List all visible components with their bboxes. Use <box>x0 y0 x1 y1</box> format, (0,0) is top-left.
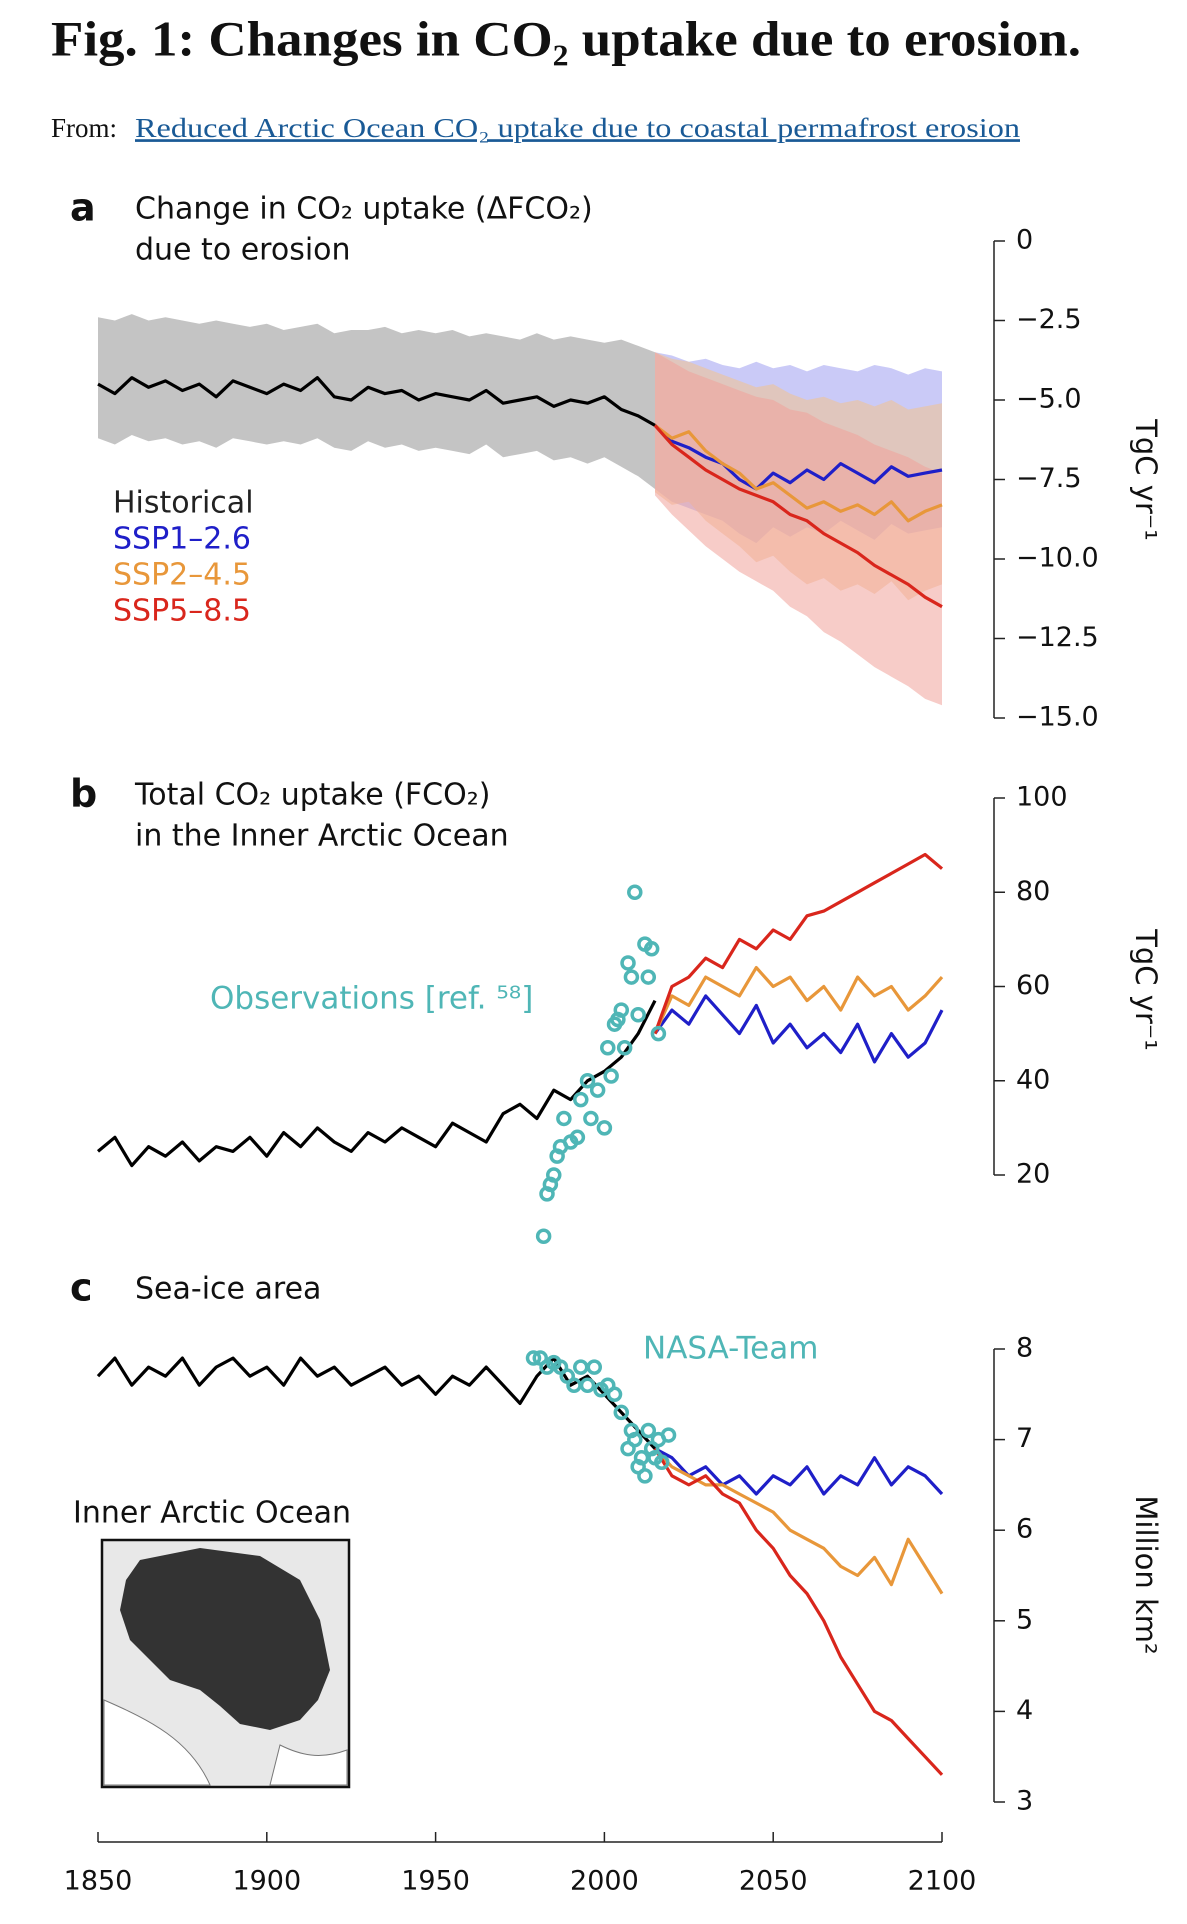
y-tick-label: 0 <box>1016 225 1033 256</box>
series-line <box>654 424 943 523</box>
y-tick-label: −12.5 <box>1016 622 1099 653</box>
y-tick-label: 40 <box>1016 1064 1050 1095</box>
y-axis-label: TgC yr⁻¹ <box>1129 418 1163 541</box>
series-line <box>653 1447 944 1776</box>
observation-point <box>579 1377 596 1393</box>
y-tick-label: 3 <box>1016 1786 1033 1817</box>
x-tick-label: 1950 <box>401 1866 470 1897</box>
series-line <box>653 424 943 491</box>
observation-point <box>650 1025 667 1042</box>
observation-point <box>623 969 640 985</box>
x-tick-label: 2000 <box>570 1866 639 1897</box>
y-tick-label: 20 <box>1016 1159 1050 1190</box>
uncertainty-band <box>98 314 655 489</box>
y-tick-label: 6 <box>1016 1514 1033 1545</box>
observation-point <box>525 1350 542 1366</box>
x-tick-label: 1900 <box>232 1866 301 1897</box>
observation-point <box>546 1167 562 1183</box>
observation-point <box>583 1110 599 1127</box>
series-line <box>653 994 944 1064</box>
series-line <box>97 376 656 427</box>
observation-point <box>640 1422 657 1439</box>
legend-entry: Historical <box>113 486 254 521</box>
y-tick-label: 60 <box>1016 970 1050 1001</box>
observation-point <box>556 1110 572 1127</box>
observation-point <box>640 969 657 985</box>
series-line <box>653 424 943 609</box>
observation-point <box>613 1002 630 1018</box>
observation-point <box>654 1454 670 1470</box>
legend-entry: SSP1–2.6 <box>113 522 251 557</box>
panel-letter: a <box>70 186 96 230</box>
observation-point <box>660 1427 677 1443</box>
observation-point <box>579 1073 596 1089</box>
observation-point <box>573 1091 589 1108</box>
series-line <box>654 1447 944 1496</box>
series-line <box>653 966 944 1035</box>
x-tick-label: 2050 <box>739 1866 808 1897</box>
y-tick-label: 100 <box>1016 782 1068 813</box>
y-tick-label: −5.0 <box>1016 384 1082 415</box>
observation-point <box>603 1068 619 1084</box>
panel-letter: b <box>70 772 97 816</box>
observation-point <box>627 884 643 900</box>
observation-point <box>569 1129 586 1146</box>
y-tick-label: 4 <box>1016 1695 1033 1726</box>
panel-letter: c <box>70 1266 93 1310</box>
observation-point <box>606 1386 623 1403</box>
figure-title: Fig. 1: Changes in CO₂ uptake due to ero… <box>51 10 1081 66</box>
uncertainty-band <box>655 352 942 706</box>
y-tick-label: −10.0 <box>1016 543 1099 574</box>
observation-point <box>535 1228 552 1245</box>
observation-point <box>573 1359 589 1375</box>
series-line <box>96 999 657 1168</box>
observations-label: NASA-Team <box>643 1331 818 1367</box>
y-axis-label: Million km² <box>1129 1495 1163 1654</box>
y-tick-label: −7.5 <box>1016 463 1082 494</box>
panel-title: Change in CO₂ uptake (ΔFCO₂) <box>135 192 593 227</box>
y-tick-label: 80 <box>1016 876 1050 907</box>
observation-point <box>616 1040 633 1056</box>
observation-point <box>589 1082 606 1098</box>
observation-point <box>600 1040 616 1056</box>
observation-point <box>630 1007 646 1023</box>
inset-label: Inner Arctic Ocean <box>73 1496 351 1531</box>
observation-point <box>586 1359 603 1375</box>
from-label: From: <box>51 113 117 143</box>
y-axis-label: TgC yr⁻¹ <box>1129 928 1163 1051</box>
observation-point <box>620 955 636 971</box>
panel-title: in the Inner Arctic Ocean <box>135 819 509 854</box>
legend-entry: SSP5–8.5 <box>113 594 251 629</box>
y-tick-label: −2.5 <box>1016 304 1082 335</box>
panel-title: Total CO₂ uptake (FCO₂) <box>134 778 490 813</box>
y-tick-label: 7 <box>1016 1423 1033 1454</box>
legend-entry: SSP2–4.5 <box>113 558 251 593</box>
panel-title: due to erosion <box>135 233 351 268</box>
observation-point <box>613 1404 630 1421</box>
series-line <box>653 852 944 1035</box>
y-tick-label: −15.0 <box>1016 702 1099 733</box>
observation-point <box>643 941 660 957</box>
series-line <box>653 1447 944 1595</box>
x-tick-label: 1850 <box>64 1866 133 1897</box>
observations-label: Observations [ref. ⁵⁸] <box>210 981 533 1017</box>
article-link[interactable]: Reduced Arctic Ocean CO₂ uptake due to c… <box>135 113 1021 143</box>
observation-point <box>637 1468 653 1484</box>
inset-map <box>100 1538 351 1789</box>
panel-title: Sea-ice area <box>135 1272 321 1307</box>
x-tick-label: 2100 <box>908 1866 977 1897</box>
y-tick-label: 8 <box>1016 1333 1033 1364</box>
observation-point <box>596 1120 613 1136</box>
y-tick-label: 5 <box>1016 1604 1033 1635</box>
observation-point <box>627 1431 643 1448</box>
